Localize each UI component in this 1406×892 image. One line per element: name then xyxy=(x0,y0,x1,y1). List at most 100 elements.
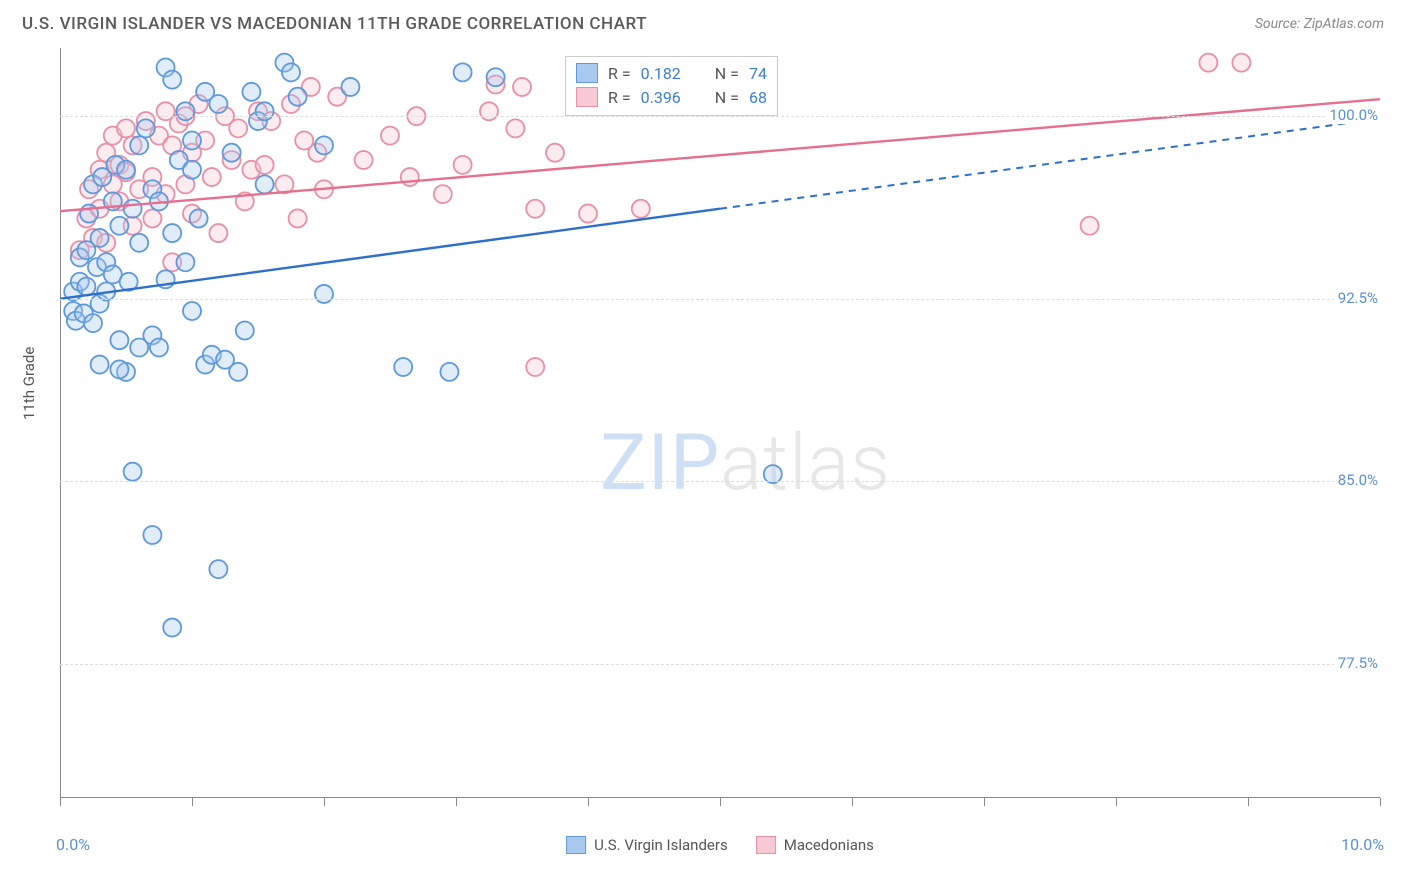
scatter-point-blue xyxy=(84,314,102,332)
scatter-point-blue xyxy=(143,526,161,544)
scatter-point-blue xyxy=(183,161,201,179)
stat-n-val: 74 xyxy=(749,64,767,83)
stat-n-val: 68 xyxy=(749,88,767,107)
legend-swatch-pink xyxy=(756,836,776,854)
bottom-legend: U.S. Virgin Islanders Macedonians xyxy=(566,836,874,854)
scatter-point-blue xyxy=(163,71,181,89)
scatter-point-pink xyxy=(1199,54,1217,72)
stat-legend: R = 0.182 N = 74 R = 0.396 N = 68 xyxy=(565,56,778,116)
stat-row-blue: R = 0.182 N = 74 xyxy=(576,61,767,85)
x-label-right: 10.0% xyxy=(1341,835,1384,854)
gridline-h xyxy=(60,664,1380,665)
scatter-point-blue xyxy=(130,136,148,154)
scatter-point-blue xyxy=(150,339,168,357)
gridline-h xyxy=(60,116,1380,117)
scatter-point-pink xyxy=(546,144,564,162)
stat-r-label: R = xyxy=(608,64,631,83)
stat-r-val: 0.396 xyxy=(641,88,681,107)
scatter-point-pink xyxy=(289,209,307,227)
scatter-point-blue xyxy=(163,619,181,637)
scatter-point-blue xyxy=(289,88,307,106)
scatter-point-blue xyxy=(256,102,274,120)
scatter-point-blue xyxy=(91,356,109,374)
scatter-point-blue xyxy=(341,78,359,96)
scatter-point-blue xyxy=(176,102,194,120)
scatter-point-blue xyxy=(110,360,128,378)
scatter-point-blue xyxy=(315,285,333,303)
x-tick xyxy=(720,798,721,806)
scatter-point-blue xyxy=(130,234,148,252)
x-tick xyxy=(984,798,985,806)
scatter-point-blue xyxy=(764,465,782,483)
x-tick xyxy=(60,798,61,806)
x-tick xyxy=(456,798,457,806)
scatter-point-pink xyxy=(480,102,498,120)
chart-area: ZIPatlas R = 0.182 N = 74 R = 0.396 N = … xyxy=(60,48,1380,798)
scatter-point-blue xyxy=(315,136,333,154)
legend-item-blue: U.S. Virgin Islanders xyxy=(566,836,728,854)
scatter-point-blue xyxy=(256,175,274,193)
scatter-point-pink xyxy=(513,78,531,96)
scatter-point-blue xyxy=(91,229,109,247)
scatter-point-pink xyxy=(526,200,544,218)
scatter-point-blue xyxy=(209,95,227,113)
scatter-point-blue xyxy=(124,200,142,218)
scatter-point-pink xyxy=(401,168,419,186)
scatter-point-blue xyxy=(242,83,260,101)
scatter-point-blue xyxy=(77,278,95,296)
scatter-point-pink xyxy=(506,119,524,137)
scatter-point-pink xyxy=(1081,217,1099,235)
scatter-point-blue xyxy=(229,363,247,381)
x-tick xyxy=(192,798,193,806)
title-bar: U.S. VIRGIN ISLANDER VS MACEDONIAN 11TH … xyxy=(0,0,1406,44)
legend-swatch-blue xyxy=(566,836,586,854)
stat-row-pink: R = 0.396 N = 68 xyxy=(576,85,767,109)
scatter-point-blue xyxy=(117,161,135,179)
source-text: Source: ZipAtlas.com xyxy=(1255,16,1384,32)
scatter-point-blue xyxy=(190,209,208,227)
scatter-point-blue xyxy=(163,224,181,242)
scatter-point-blue xyxy=(110,217,128,235)
y-tick-label: 85.0% xyxy=(1334,471,1382,489)
scatter-point-pink xyxy=(355,151,373,169)
x-tick xyxy=(852,798,853,806)
scatter-point-pink xyxy=(209,224,227,242)
x-label-left: 0.0% xyxy=(56,835,90,854)
stat-n-label: N = xyxy=(715,88,739,107)
y-tick-label: 100.0% xyxy=(1325,106,1382,124)
scatter-point-blue xyxy=(440,363,458,381)
legend-label-pink: Macedonians xyxy=(784,836,874,854)
scatter-point-pink xyxy=(117,119,135,137)
scatter-point-pink xyxy=(143,209,161,227)
x-tick xyxy=(324,798,325,806)
scatter-point-pink xyxy=(381,127,399,145)
source-prefix: Source: xyxy=(1255,16,1304,32)
y-tick-label: 92.5% xyxy=(1334,289,1382,307)
x-tick xyxy=(588,798,589,806)
scatter-point-pink xyxy=(454,156,472,174)
y-tick-label: 77.5% xyxy=(1334,654,1382,672)
legend-label-blue: U.S. Virgin Islanders xyxy=(594,836,728,854)
scatter-point-blue xyxy=(282,63,300,81)
scatter-point-pink xyxy=(203,168,221,186)
stat-r-val: 0.182 xyxy=(641,64,681,83)
scatter-point-pink xyxy=(1232,54,1250,72)
trend-line xyxy=(720,119,1380,209)
x-tick xyxy=(1248,798,1249,806)
scatter-svg xyxy=(60,48,1380,798)
scatter-point-blue xyxy=(183,132,201,150)
scatter-point-blue xyxy=(183,302,201,320)
scatter-point-blue xyxy=(454,63,472,81)
scatter-point-pink xyxy=(526,358,544,376)
scatter-point-pink xyxy=(256,156,274,174)
gridline-h xyxy=(60,481,1380,482)
y-axis-label: 11th Grade xyxy=(20,347,38,420)
scatter-point-blue xyxy=(223,144,241,162)
stat-r-label: R = xyxy=(608,88,631,107)
scatter-point-blue xyxy=(487,68,505,86)
scatter-point-blue xyxy=(209,560,227,578)
scatter-point-pink xyxy=(434,185,452,203)
stat-swatch-pink xyxy=(576,87,598,107)
scatter-point-blue xyxy=(236,321,254,339)
legend-item-pink: Macedonians xyxy=(756,836,874,854)
